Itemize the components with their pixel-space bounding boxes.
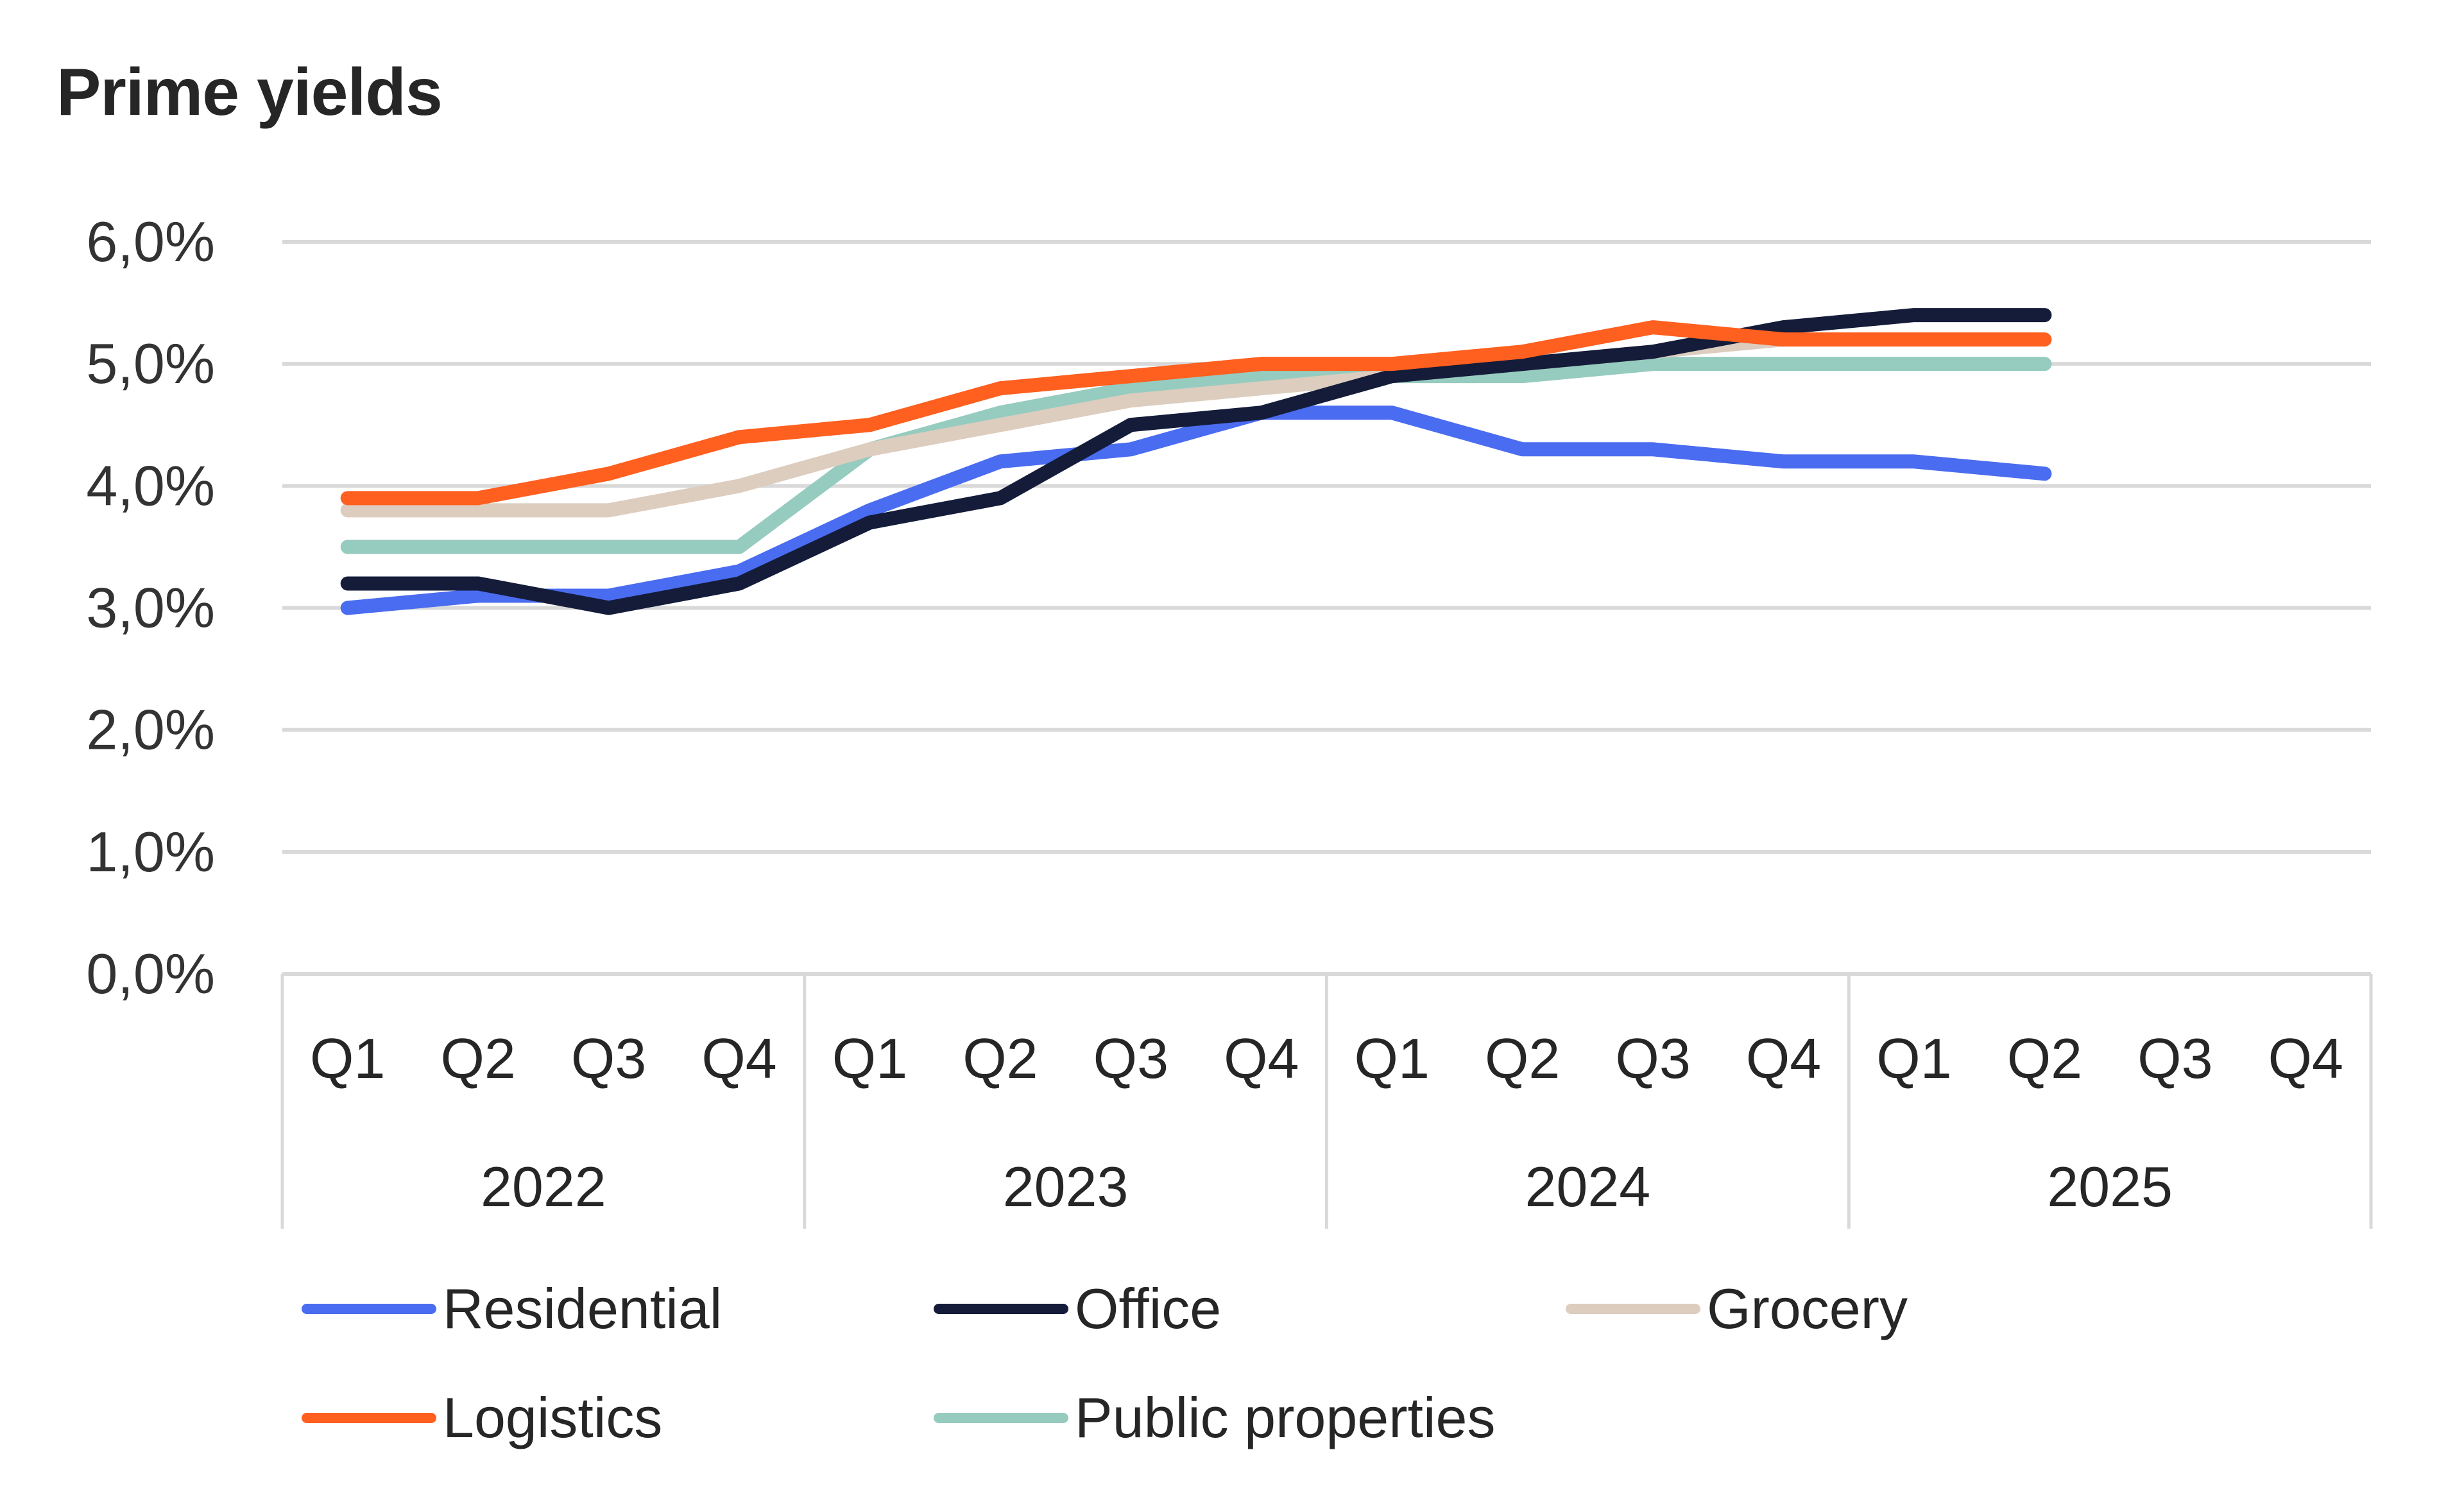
series-line-public-properties <box>340 357 2052 554</box>
x-tick-label-year: 2024 <box>1525 1155 1650 1218</box>
chart-title: Prime yields <box>56 55 443 130</box>
legend-swatch <box>934 1304 1068 1314</box>
x-tick-label-quarter: Q4 <box>2268 1027 2343 1090</box>
x-tick-label-quarter: Q4 <box>701 1027 776 1090</box>
x-tick-label-quarter: Q4 <box>1224 1027 1299 1090</box>
x-tick-label-quarter: Q2 <box>963 1027 1038 1090</box>
legend-label: Residential <box>443 1277 723 1340</box>
x-tick-label-quarter: Q3 <box>1093 1027 1168 1090</box>
x-tick-label-quarter: Q4 <box>1746 1027 1821 1090</box>
legend-label: Grocery <box>1707 1277 1908 1340</box>
x-tick-label-quarter: Q2 <box>1485 1027 1560 1090</box>
legend-label: Public properties <box>1075 1386 1496 1449</box>
legend-item-office: Office <box>934 1270 1221 1347</box>
legend-item-residential: Residential <box>302 1270 722 1347</box>
x-tick-label-quarter: Q1 <box>310 1027 385 1090</box>
legend-swatch <box>1566 1304 1700 1314</box>
x-tick-label-year: 2022 <box>481 1155 606 1218</box>
y-tick-label: 1,0% <box>86 820 215 883</box>
x-tick-label-quarter: Q3 <box>1615 1027 1690 1090</box>
y-tick-label: 2,0% <box>86 698 215 762</box>
legend-swatch <box>302 1304 436 1314</box>
y-tick-label: 6,0% <box>86 210 215 273</box>
legend-label: Logistics <box>443 1386 663 1449</box>
x-tick-label-quarter: Q3 <box>571 1027 646 1090</box>
x-tick-label-year: 2025 <box>2047 1155 2173 1218</box>
x-tick-label-quarter: Q3 <box>2137 1027 2212 1090</box>
x-tick-label-quarter: Q1 <box>832 1027 907 1090</box>
series-line-residential <box>340 405 2052 615</box>
y-tick-label: 4,0% <box>86 454 215 517</box>
y-tick-label: 3,0% <box>86 576 215 640</box>
x-tick-label-year: 2023 <box>1003 1155 1129 1218</box>
legend-label: Office <box>1075 1277 1222 1340</box>
legend-item-logistics: Logistics <box>302 1379 662 1456</box>
x-tick-label-quarter: Q1 <box>1876 1027 1951 1090</box>
x-tick-label-quarter: Q2 <box>2007 1027 2082 1090</box>
y-tick-label: 0,0% <box>86 942 215 1005</box>
x-tick-label-quarter: Q2 <box>440 1027 515 1090</box>
legend-item-grocery: Grocery <box>1566 1270 1908 1347</box>
x-tick-label-quarter: Q1 <box>1355 1027 1430 1090</box>
legend-swatch <box>934 1413 1068 1423</box>
series-line-logistics <box>340 320 2052 506</box>
legend-swatch <box>302 1413 436 1423</box>
legend: Residential Office Grocery Logistics Public … <box>302 1270 2227 1463</box>
legend-item-public-properties: Public properties <box>934 1379 1495 1456</box>
y-tick-label: 5,0% <box>86 332 215 395</box>
